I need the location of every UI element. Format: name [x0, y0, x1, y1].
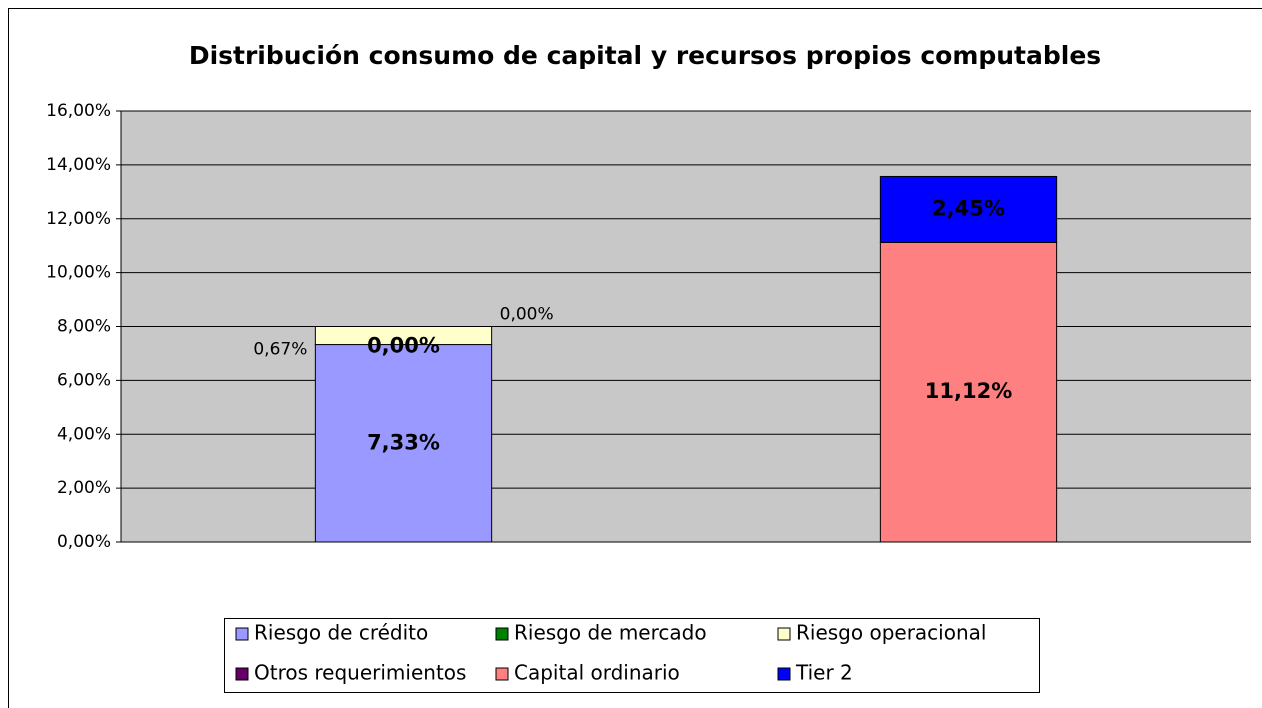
chart-title: Distribución consumo de capital y recurs… — [189, 41, 1101, 70]
legend-label: Riesgo de mercado — [514, 621, 707, 645]
data-label: 2,45% — [932, 196, 1005, 220]
y-tick-label: 6,00% — [57, 370, 111, 390]
legend-label: Riesgo de crédito — [254, 621, 428, 645]
bar-segment — [314, 344, 493, 543]
y-tick-label: 12,00% — [46, 209, 111, 229]
y-tick-label: 8,00% — [57, 317, 111, 337]
legend — [224, 618, 1040, 693]
y-tick-label: 10,00% — [46, 263, 111, 283]
bar-segment — [879, 241, 1058, 543]
y-tick-label: 14,00% — [46, 155, 111, 175]
data-label: 0,00% — [500, 305, 554, 325]
data-label: 7,33% — [367, 430, 440, 454]
legend-label: Otros requerimientos — [254, 661, 466, 685]
legend-swatch — [777, 627, 791, 641]
y-tick-label: 2,00% — [57, 478, 111, 498]
legend-swatch — [495, 627, 509, 641]
data-label: 11,12% — [925, 379, 1012, 403]
legend-swatch — [235, 667, 249, 681]
legend-label: Capital ordinario — [514, 661, 680, 685]
y-tick-label: 4,00% — [57, 424, 111, 444]
legend-swatch — [235, 627, 249, 641]
legend-label: Tier 2 — [795, 661, 853, 685]
data-label: 0,00% — [367, 334, 440, 358]
bar-segment — [314, 326, 493, 346]
legend-swatch — [495, 667, 509, 681]
legend-label: Riesgo operacional — [796, 621, 986, 645]
data-label: 0,67% — [253, 340, 307, 360]
y-tick-label: 0,00% — [57, 532, 111, 552]
y-tick-label: 16,00% — [46, 101, 111, 121]
bar-segment — [879, 175, 1058, 243]
legend-swatch — [777, 667, 791, 681]
